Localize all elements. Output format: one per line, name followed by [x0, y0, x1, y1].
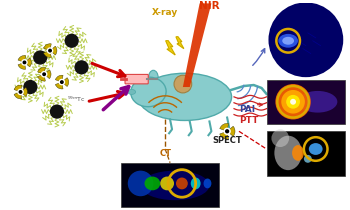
Text: PTT: PTT: [239, 116, 259, 125]
Ellipse shape: [138, 73, 232, 121]
Ellipse shape: [131, 77, 166, 107]
FancyBboxPatch shape: [266, 131, 345, 176]
Circle shape: [24, 81, 37, 93]
Circle shape: [271, 129, 289, 147]
Circle shape: [34, 51, 47, 64]
Text: CT: CT: [159, 149, 171, 158]
Wedge shape: [18, 55, 26, 62]
Circle shape: [282, 91, 304, 113]
Circle shape: [48, 48, 52, 53]
Wedge shape: [55, 82, 63, 89]
Circle shape: [61, 81, 63, 83]
Circle shape: [49, 49, 51, 52]
Polygon shape: [166, 41, 175, 55]
Circle shape: [281, 90, 305, 114]
Text: X-ray: X-ray: [152, 8, 178, 17]
Ellipse shape: [204, 178, 211, 188]
Ellipse shape: [141, 171, 209, 200]
Ellipse shape: [282, 37, 294, 45]
Wedge shape: [14, 92, 22, 99]
Wedge shape: [55, 75, 63, 82]
Ellipse shape: [145, 177, 160, 190]
FancyBboxPatch shape: [266, 80, 345, 124]
Circle shape: [42, 72, 47, 77]
Circle shape: [128, 171, 153, 196]
Wedge shape: [62, 78, 69, 87]
Wedge shape: [14, 85, 22, 92]
Circle shape: [59, 79, 64, 85]
Circle shape: [290, 99, 296, 105]
Ellipse shape: [176, 177, 188, 189]
Text: SPECT: SPECT: [212, 136, 242, 145]
Ellipse shape: [274, 136, 302, 170]
Circle shape: [174, 75, 192, 93]
Text: NIR: NIR: [199, 1, 220, 11]
Wedge shape: [220, 131, 229, 139]
Wedge shape: [220, 123, 229, 131]
Circle shape: [19, 91, 22, 93]
Circle shape: [23, 61, 26, 64]
Ellipse shape: [148, 70, 158, 86]
Polygon shape: [176, 37, 184, 49]
FancyBboxPatch shape: [125, 74, 148, 84]
Ellipse shape: [298, 91, 337, 113]
Circle shape: [75, 61, 88, 74]
Ellipse shape: [309, 143, 323, 155]
Circle shape: [18, 89, 23, 94]
Circle shape: [286, 95, 300, 109]
Wedge shape: [227, 126, 235, 136]
Ellipse shape: [278, 34, 298, 48]
Wedge shape: [44, 70, 51, 79]
Circle shape: [226, 130, 229, 133]
FancyBboxPatch shape: [121, 163, 219, 207]
Polygon shape: [183, 3, 211, 87]
Wedge shape: [50, 46, 57, 55]
Circle shape: [22, 60, 27, 65]
Circle shape: [50, 105, 63, 118]
Circle shape: [224, 128, 230, 134]
Ellipse shape: [128, 89, 136, 94]
Text: $^{99m}$Tc: $^{99m}$Tc: [67, 95, 86, 104]
Wedge shape: [21, 88, 27, 96]
Ellipse shape: [160, 177, 174, 190]
Circle shape: [275, 84, 311, 119]
Circle shape: [65, 34, 78, 47]
Ellipse shape: [292, 145, 304, 161]
Circle shape: [43, 73, 46, 75]
Ellipse shape: [191, 177, 201, 189]
Ellipse shape: [304, 155, 312, 163]
Circle shape: [268, 2, 343, 77]
Text: PAI: PAI: [239, 105, 255, 114]
Wedge shape: [38, 67, 46, 74]
Wedge shape: [25, 58, 32, 67]
Wedge shape: [43, 44, 51, 51]
Wedge shape: [18, 62, 26, 69]
Wedge shape: [43, 51, 51, 58]
Wedge shape: [38, 74, 46, 81]
